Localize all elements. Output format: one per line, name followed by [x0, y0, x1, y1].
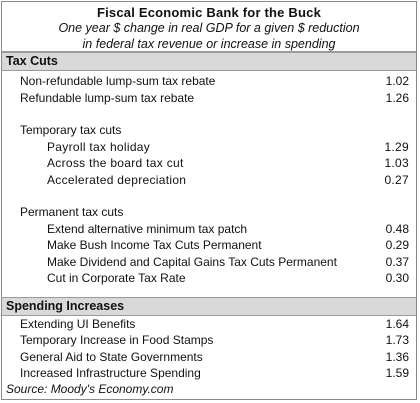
table-row: Make Dividend and Capital Gains Tax Cuts…: [2, 254, 416, 271]
row-label: Temporary Increase in Food Stamps: [20, 333, 214, 347]
row-value: 0.27: [384, 172, 409, 187]
row-value: 1.59: [385, 366, 409, 380]
section-header-spending: Spending Increases: [2, 296, 416, 316]
row-value: 0.37: [385, 254, 409, 269]
row-label: Payroll tax holiday: [47, 139, 151, 154]
subsection-label: Temporary tax cuts: [20, 123, 122, 137]
row-value: 0.30: [385, 271, 409, 285]
row-spacer: [2, 106, 416, 122]
section-header-tax-cuts: Tax Cuts: [2, 52, 416, 71]
table-row: Non-refundable lump-sum tax rebate 1.02: [2, 73, 416, 90]
table-row: Extend alternative minimum tax patch 0.4…: [2, 221, 416, 238]
table-subtitle-line-1: One year $ change in real GDP for a give…: [58, 21, 360, 35]
table-row: Extending UI Benefits 1.64: [2, 316, 416, 333]
subsection-label: Permanent tax cuts: [20, 205, 124, 219]
row-label: Extend alternative minimum tax patch: [47, 221, 248, 236]
row-label: Non-refundable lump-sum tax rebate: [20, 74, 216, 88]
table-row: Refundable lump-sum tax rebate 1.26: [2, 90, 416, 107]
row-label: Extending UI Benefits: [20, 316, 136, 331]
table-row: Across the board tax cut 1.03: [2, 155, 416, 172]
row-label: Make Dividend and Capital Gains Tax Cuts…: [47, 254, 337, 269]
row-label: Refundable lump-sum tax rebate: [20, 90, 195, 105]
table-title: Fiscal Economic Bank for the Buck: [96, 5, 322, 20]
row-spacer: [2, 188, 416, 204]
row-label: Increased Infrastructure Spending: [20, 366, 201, 380]
row-value: 1.02: [385, 74, 409, 88]
table-row: General Aid to State Governments 1.36: [2, 349, 416, 366]
table-row: Make Bush Income Tax Cuts Permanent 0.29: [2, 237, 416, 254]
row-value: 1.29: [384, 139, 409, 154]
row-value: 1.26: [385, 90, 409, 105]
table-header: Fiscal Economic Bank for the Buck One ye…: [2, 2, 416, 52]
row-value: 1.64: [385, 316, 409, 331]
table-row: Cut in Corporate Tax Rate 0.30: [2, 270, 416, 287]
subsection-heading-permanent: Permanent tax cuts: [2, 204, 416, 221]
row-value: 1.03: [384, 156, 409, 170]
row-label: Cut in Corporate Tax Rate: [47, 271, 186, 285]
subsection-heading-temporary: Temporary tax cuts: [2, 122, 416, 139]
table-row: Temporary Increase in Food Stamps 1.73: [2, 332, 416, 349]
table-row: Accelerated depreciation 0.27: [2, 172, 416, 189]
row-value: 1.73: [385, 333, 409, 347]
table-subtitle-line-2: in federal tax revenue or increase in sp…: [82, 37, 336, 51]
row-label: Across the board tax cut: [47, 156, 184, 170]
table-row: Payroll tax holiday 1.29: [2, 139, 416, 156]
source-note: Source: Moody's Economy.com: [6, 381, 174, 396]
table-row: Increased Infrastructure Spending 1.59: [2, 365, 416, 382]
row-value: 0.29: [385, 238, 409, 252]
row-label: General Aid to State Governments: [20, 349, 203, 364]
row-value: 1.36: [385, 349, 409, 364]
row-label: Accelerated depreciation: [47, 172, 187, 187]
row-value: 0.48: [385, 221, 409, 236]
row-label: Make Bush Income Tax Cuts Permanent: [47, 238, 262, 252]
